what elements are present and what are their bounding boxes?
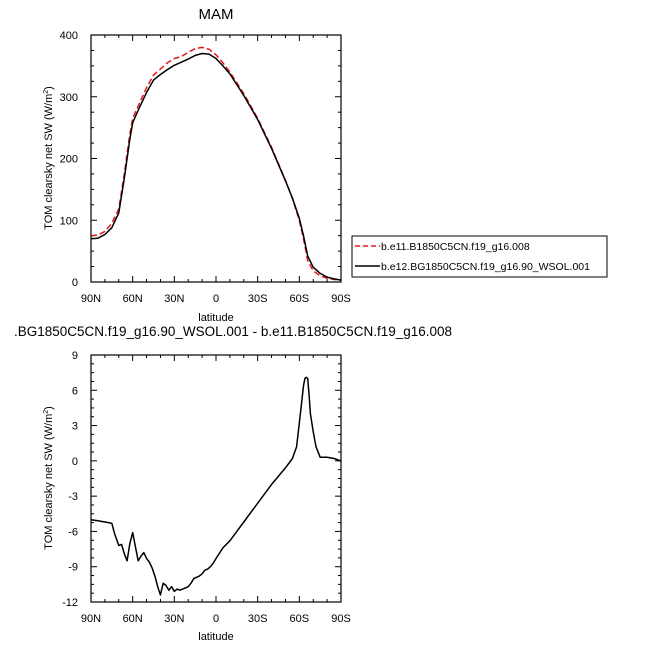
legend: b.e11.B1850C5CN.f19_g16.008 b.e12.BG1850… bbox=[351, 235, 608, 278]
top-x-axis-label: latitude bbox=[198, 312, 233, 324]
bottom-y-axis-label-superscript: 2 bbox=[43, 410, 50, 414]
legend-entry-label: b.e11.B1850C5CN.f19_g16.008 bbox=[381, 241, 530, 253]
bottom-series-lines bbox=[90, 376, 342, 596]
bottom-x-tick-label: 30S bbox=[248, 613, 268, 625]
top-y-tick-label: 0 bbox=[72, 277, 78, 289]
bottom-y-tick-label: 6 bbox=[72, 385, 78, 397]
bottom-x-tick-label: 90N bbox=[81, 613, 101, 625]
bottom-y-tick-label: -3 bbox=[68, 491, 78, 503]
legend-entry-label: b.e12.BG1850C5CN.f19_g16.90_WSOL.001 bbox=[381, 261, 590, 273]
top-x-tick-label: 60S bbox=[290, 293, 310, 305]
top-x-tick-label: 90N bbox=[81, 293, 101, 305]
top-y-tick-label: 100 bbox=[60, 215, 78, 227]
top-y-axis-label-superscript: 2 bbox=[43, 90, 50, 94]
top-series-line-dashed bbox=[90, 46, 342, 281]
top-series-line-solid bbox=[90, 52, 342, 281]
bottom-y-axis-label-close: ) bbox=[43, 406, 55, 410]
bottom-x-tick-label: 60N bbox=[123, 613, 143, 625]
bottom-panel: .BG1850C5CN.f19_g16.90_WSOL.001 - b.e11.… bbox=[14, 324, 452, 643]
top-y-tick-label: 400 bbox=[60, 30, 78, 42]
top-x-tick-label: 30S bbox=[248, 293, 268, 305]
bottom-y-tick-label: -12 bbox=[62, 597, 78, 609]
top-chart-title: MAM bbox=[199, 6, 234, 23]
top-y-tick-label: 200 bbox=[60, 154, 78, 166]
top-axis-ticks: 90N 60N 30N 0 30S 60S 90S 0 100 200 300 400 bbox=[60, 30, 351, 305]
top-x-tick-label: 30N bbox=[164, 293, 184, 305]
top-x-tick-label: 60N bbox=[123, 293, 143, 305]
bottom-y-tick-label: 9 bbox=[72, 350, 78, 362]
top-y-axis-label: TOM clearsky net SW (W/m2) bbox=[43, 86, 55, 230]
bottom-y-axis-label: TOM clearsky net SW (W/m2) bbox=[43, 406, 55, 550]
top-panel: MAM 90N 60N 30N 0 30S 60S 90S 0 100 200 300 400 lat… bbox=[43, 6, 608, 324]
bottom-y-tick-label: -9 bbox=[68, 562, 78, 574]
bottom-chart-title: .BG1850C5CN.f19_g16.90_WSOL.001 - b.e11.… bbox=[14, 324, 452, 339]
bottom-x-tick-label: 0 bbox=[213, 613, 219, 625]
bottom-axis-ticks: 90N 60N 30N 0 30S 60S 90S -12 -9 -6 -3 0 3 6 9 bbox=[62, 350, 351, 625]
legend-box bbox=[351, 235, 608, 278]
bottom-y-tick-label: -6 bbox=[68, 526, 78, 538]
top-y-axis-label-close: ) bbox=[43, 86, 55, 90]
bottom-series-line-solid bbox=[90, 376, 342, 596]
bottom-x-tick-label: 60S bbox=[290, 613, 310, 625]
top-plot-frame bbox=[90, 34, 342, 283]
bottom-y-tick-label: 0 bbox=[72, 456, 78, 468]
bottom-y-axis-label-main: TOM clearsky net SW (W/m bbox=[43, 414, 55, 550]
top-series-lines bbox=[90, 46, 342, 281]
bottom-y-tick-label: 3 bbox=[72, 421, 78, 433]
top-y-tick-label: 300 bbox=[60, 92, 78, 104]
bottom-x-axis-label: latitude bbox=[198, 631, 233, 643]
top-y-axis-label-main: TOM clearsky net SW (W/m bbox=[43, 94, 55, 230]
top-x-tick-label: 90S bbox=[331, 293, 351, 305]
top-x-tick-label: 0 bbox=[213, 293, 219, 305]
bottom-plot-frame bbox=[90, 354, 342, 603]
bottom-x-tick-label: 30N bbox=[164, 613, 184, 625]
bottom-x-tick-label: 90S bbox=[331, 613, 351, 625]
